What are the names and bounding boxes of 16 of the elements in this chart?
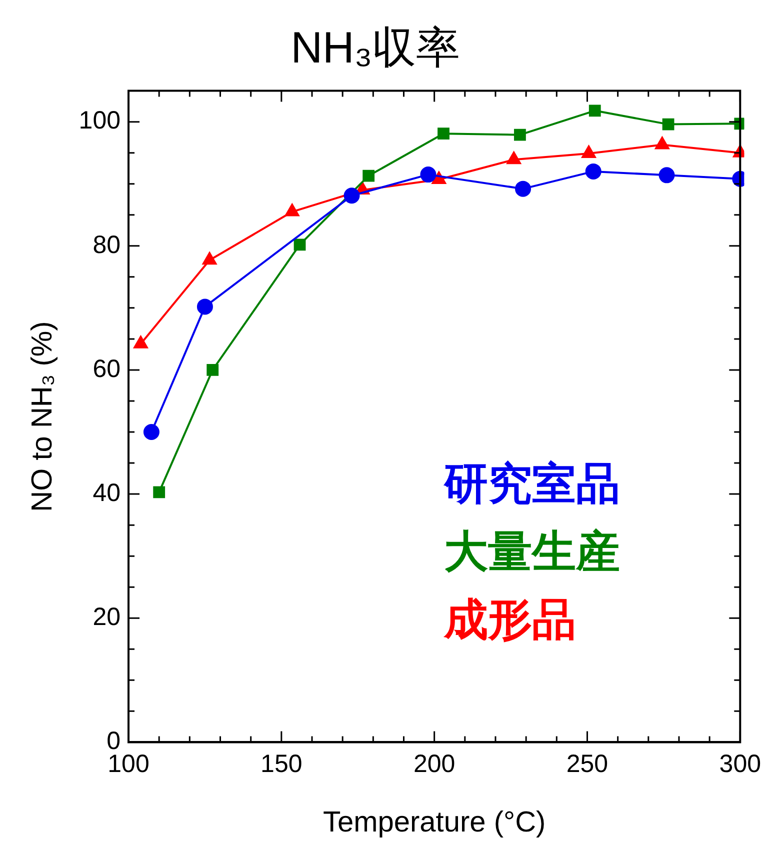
x-tick-label: 150	[260, 750, 302, 778]
y-tick-label: 60	[92, 354, 121, 383]
y-tick-label: 0	[106, 727, 121, 756]
x-tick-label: 200	[413, 750, 456, 778]
x-tick-label: 250	[566, 750, 608, 778]
y-axis-title: NO to NH₃ (%)	[26, 321, 58, 512]
x-tick-label: 300	[719, 750, 762, 778]
y-tick-label: 100	[78, 106, 121, 135]
text: 研究室品	[443, 459, 620, 508]
y-tick-label: 20	[92, 603, 121, 632]
y-tick-label: 80	[92, 230, 121, 259]
text: 大量生産	[444, 527, 620, 576]
chart-title: NH₃収率	[290, 24, 460, 73]
text: 成形品	[443, 595, 576, 644]
x-axis-title: Temperature (°C)	[322, 806, 546, 839]
y-tick-label: 40	[92, 478, 121, 507]
